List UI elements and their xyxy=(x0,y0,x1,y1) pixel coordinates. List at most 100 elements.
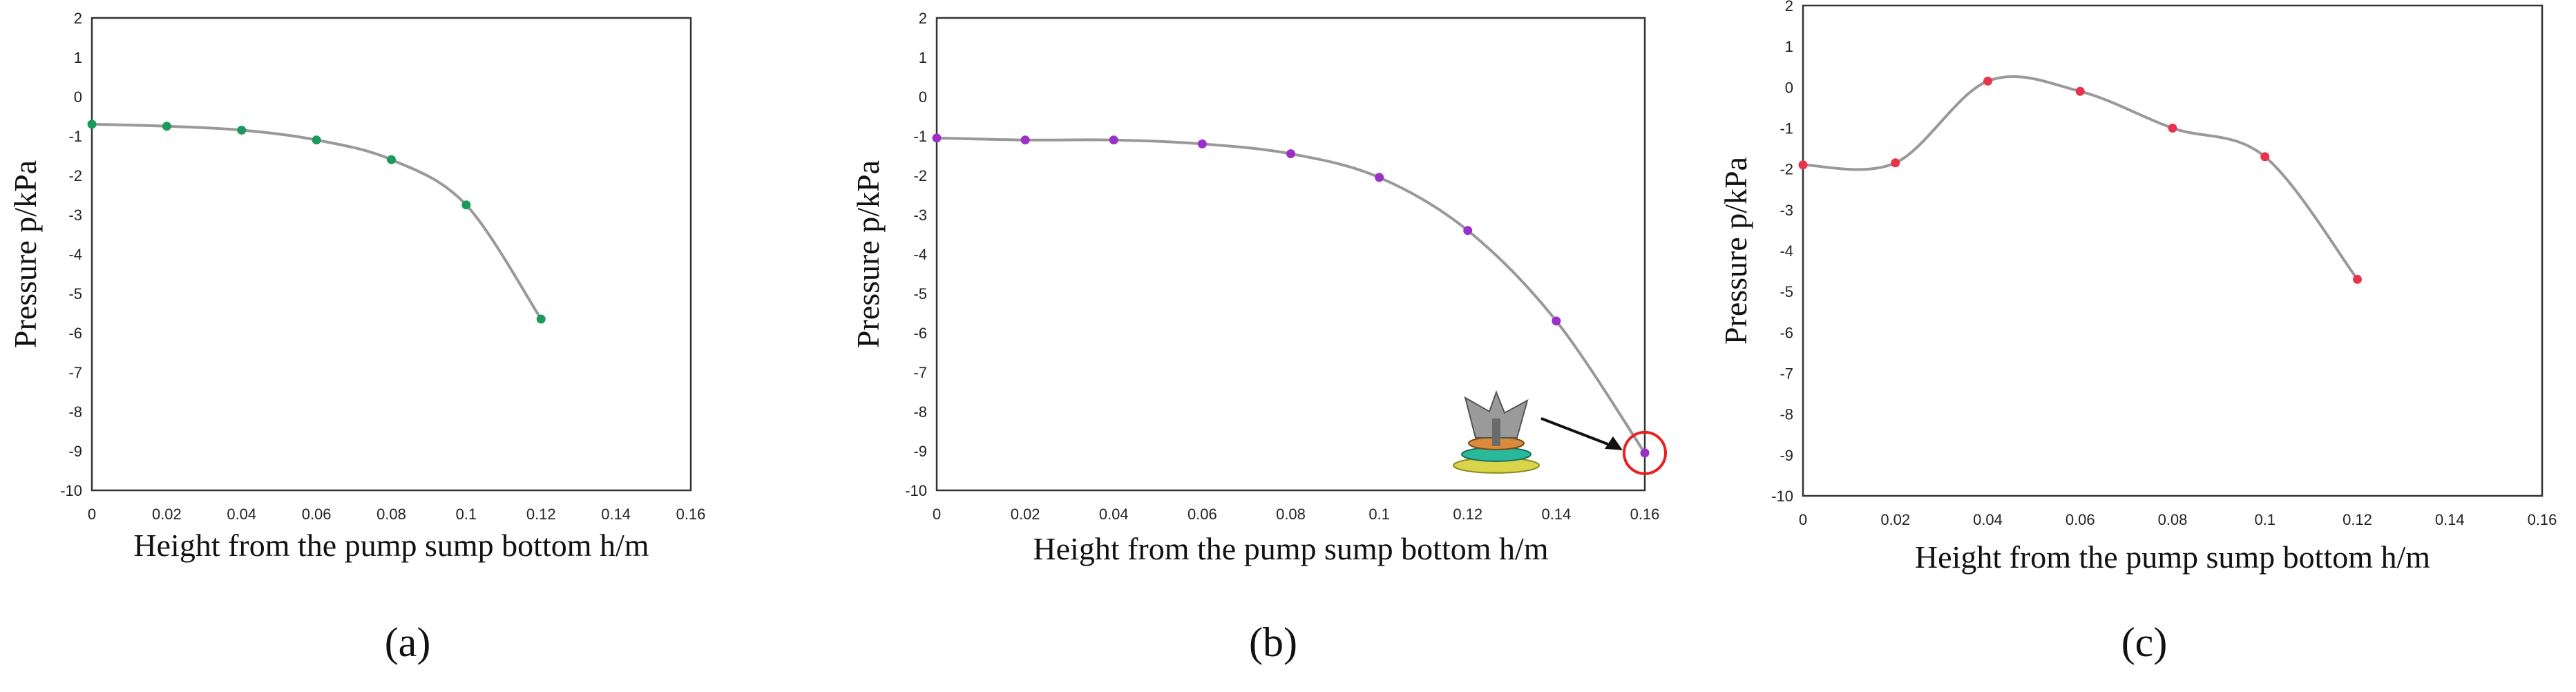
y-tick-label: -9 xyxy=(913,443,927,460)
x-tick-label: 0.16 xyxy=(676,506,706,523)
impeller-annotation xyxy=(1453,390,1667,475)
arrow-head xyxy=(1605,436,1623,450)
y-tick-label: -3 xyxy=(68,206,82,224)
impeller-blades xyxy=(1464,390,1529,439)
y-tick-label: 0 xyxy=(74,88,82,106)
y-tick-label: -3 xyxy=(913,206,927,224)
x-tick-label: 0.12 xyxy=(1453,506,1482,523)
x-tick-label: 0.04 xyxy=(1973,511,2003,528)
x-tick-label: 0.14 xyxy=(601,506,631,523)
y-tick-label: -3 xyxy=(1780,202,1793,219)
highlight-circle xyxy=(1623,430,1667,475)
x-tick-label: 0.12 xyxy=(2343,511,2372,528)
y-tick-label: -7 xyxy=(68,364,82,381)
y-tick-label: -7 xyxy=(1780,365,1793,383)
y-tick-label: 2 xyxy=(919,10,927,27)
data-point xyxy=(2075,86,2085,96)
x-tick-label: 0.06 xyxy=(2065,511,2095,528)
data-point xyxy=(1020,135,1030,145)
data-point xyxy=(312,135,321,145)
y-tick-label: -5 xyxy=(1780,283,1793,300)
impeller-icon xyxy=(1453,390,1540,474)
y-tick-label: -8 xyxy=(68,403,82,421)
y-tick-label: -5 xyxy=(913,285,927,302)
y-tick-label: -4 xyxy=(68,246,82,263)
y-tick-label: -8 xyxy=(913,403,927,421)
impeller-shaft xyxy=(1492,418,1500,446)
y-tick-label: -4 xyxy=(1780,242,1793,260)
y-tick-label: -10 xyxy=(905,482,927,499)
x-tick-label: 0 xyxy=(88,506,96,523)
y-tick-label: -9 xyxy=(68,443,82,460)
y-tick-label: -1 xyxy=(913,128,927,145)
x-tick-label: 0.08 xyxy=(376,506,406,523)
chart-panel-b: 2 1 0 -1 -2 -3 -4 -5 -6 -7 -8 -9 -10 0 0.02 0.04 0.06 0.0… xyxy=(850,10,1667,665)
y-axis-label: Pressure p/kPa xyxy=(8,160,43,348)
data-point xyxy=(1286,149,1295,159)
panel-label: (a) xyxy=(385,619,431,665)
plot-frame xyxy=(90,17,692,492)
y-tick-label: -7 xyxy=(913,364,927,381)
data-point xyxy=(461,200,471,210)
data-point xyxy=(1552,316,1561,326)
y-tick-label: 1 xyxy=(1785,38,1793,55)
x-tick-label: 0.06 xyxy=(1187,506,1217,523)
x-tick-label: 0.16 xyxy=(1630,506,1660,523)
y-tick-label: -2 xyxy=(1780,161,1793,178)
data-point xyxy=(387,155,396,164)
y-axis-label: Pressure p/kPa xyxy=(1718,157,1753,345)
x-tick-label: 0.02 xyxy=(152,506,182,523)
data-point xyxy=(1798,160,1808,170)
x-tick-label: 0.08 xyxy=(2158,511,2188,528)
data-point xyxy=(1109,135,1118,145)
series-line xyxy=(936,136,1646,454)
x-axis-label: Height from the pump sump bottom h/m xyxy=(1033,531,1548,566)
chart-panel-c: 2 1 0 -1 -2 -3 -4 -5 -6 -7 -8 -9 -10 0 0.02 0.04 0.06 0.0… xyxy=(1718,0,2557,665)
plot-frame xyxy=(1802,4,2544,497)
x-tick-label: 0.02 xyxy=(1011,506,1040,523)
y-tick-label: -6 xyxy=(1780,324,1793,341)
y-tick-label: -4 xyxy=(913,246,927,263)
x-tick-label: 0.04 xyxy=(1099,506,1129,523)
x-tick-label: 0.06 xyxy=(302,506,332,523)
y-tick-label: -9 xyxy=(1780,447,1793,464)
data-point xyxy=(2168,124,2177,133)
y-tick-label: -1 xyxy=(68,128,82,145)
x-tick-label: 0.1 xyxy=(1368,506,1390,523)
x-axis-label: Height from the pump sump bottom h/m xyxy=(133,528,649,563)
y-tick-label: -5 xyxy=(68,285,82,302)
x-tick-label: 0.14 xyxy=(2435,511,2465,528)
data-point xyxy=(237,125,247,135)
panel-label: (c) xyxy=(2121,619,2168,665)
data-point xyxy=(932,133,942,143)
data-point xyxy=(162,122,171,131)
y-tick-label: -2 xyxy=(68,167,82,184)
y-tick-label: -2 xyxy=(913,167,927,184)
x-tick-label: 0 xyxy=(1799,511,1807,528)
data-point xyxy=(1375,173,1384,182)
data-point xyxy=(1891,158,1900,168)
plot-frame xyxy=(935,17,1646,492)
y-tick-label: -1 xyxy=(1780,120,1793,137)
y-tick-label: -8 xyxy=(1780,406,1793,423)
y-tick-label: -10 xyxy=(1771,488,1793,505)
chart-panel-a: 2 1 0 -1 -2 -3 -4 -5 -6 -7 -8 -9 -10 0 0.02 0.04 0.06 0.0… xyxy=(8,10,705,665)
y-tick-label: 2 xyxy=(74,10,82,27)
panel-label: (b) xyxy=(1249,619,1297,665)
x-tick-label: 0.04 xyxy=(227,506,256,523)
y-tick-label: -6 xyxy=(68,325,82,342)
x-tick-label: 0.08 xyxy=(1276,506,1306,523)
x-tick-label: 0.12 xyxy=(526,506,556,523)
y-tick-label: 1 xyxy=(74,49,82,66)
data-point xyxy=(1463,226,1473,236)
x-tick-label: 0.1 xyxy=(2254,511,2276,528)
y-axis-label: Pressure p/kPa xyxy=(850,160,886,348)
y-tick-label: -10 xyxy=(60,482,82,499)
data-point xyxy=(2353,274,2362,284)
y-tick-label: -6 xyxy=(913,325,927,342)
y-tick-label: 2 xyxy=(1785,0,1793,15)
arrow-line xyxy=(1540,416,1621,450)
y-tick-label: 1 xyxy=(919,49,927,66)
y-tick-label: 0 xyxy=(1785,79,1793,96)
